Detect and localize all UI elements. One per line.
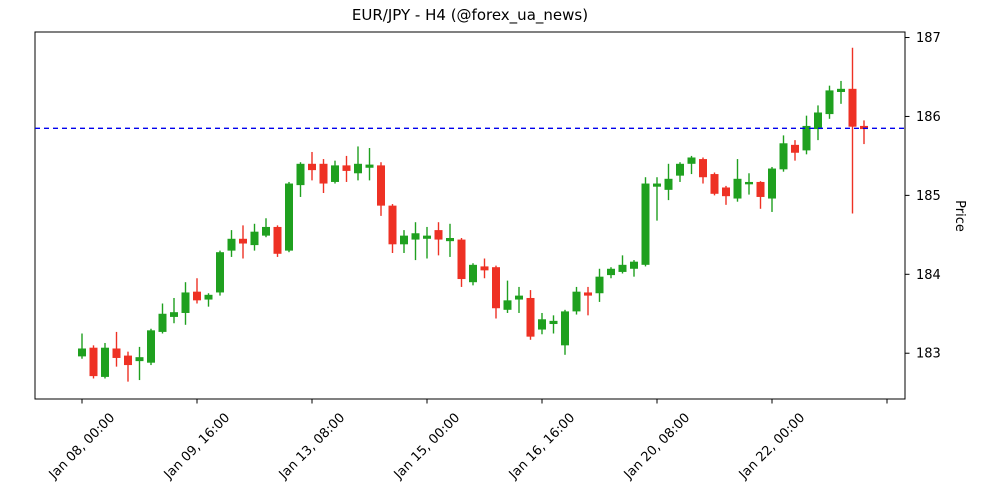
- candle-body-up: [411, 233, 420, 240]
- candle-body-down: [308, 163, 316, 171]
- candle-body-up: [331, 165, 339, 182]
- candle-body-up: [296, 163, 305, 186]
- candle-body-down: [710, 174, 719, 194]
- candle-body-down: [388, 205, 397, 245]
- candle-body-up: [733, 178, 742, 199]
- candle-body-down: [193, 291, 201, 301]
- candle-body-down: [526, 297, 535, 337]
- candle-body-up: [595, 276, 604, 294]
- candle-body-up: [170, 312, 178, 317]
- candle-body-up: [549, 320, 558, 325]
- y-tick-label: 184: [916, 268, 941, 283]
- candle-body-down: [239, 238, 247, 244]
- x-tick-label: Jan 15, 00:00: [391, 410, 463, 482]
- candle-body-up: [285, 183, 293, 251]
- y-tick-label: 185: [916, 189, 941, 204]
- candle-body-down: [89, 347, 98, 377]
- x-tick-label: Jan 16, 16:00: [506, 410, 578, 482]
- candle-body-down: [112, 348, 121, 358]
- candle-body-up: [216, 252, 224, 293]
- candle-body-up: [641, 183, 650, 265]
- x-tick-label: Jan 22, 00:00: [736, 410, 808, 482]
- candle-body-down: [377, 165, 385, 206]
- x-tick-label: Jan 08, 00:00: [46, 410, 118, 482]
- candle-body-down: [584, 292, 592, 296]
- candle-body-down: [791, 144, 799, 153]
- candle-body-up: [837, 88, 845, 92]
- candle-body-up: [572, 291, 581, 312]
- candle-body-up: [135, 357, 144, 362]
- candle-body-up: [400, 235, 408, 245]
- x-tick-label: Jan 20, 08:00: [621, 410, 693, 482]
- candle-body-up: [503, 300, 512, 310]
- candle-body-up: [204, 294, 213, 300]
- y-axis-label: Price: [952, 200, 967, 232]
- candle-body-down: [124, 355, 132, 366]
- candle-body-up: [768, 168, 776, 199]
- candle-body-up: [158, 313, 167, 332]
- candle-body-down: [434, 230, 443, 240]
- candle-body-up: [101, 347, 109, 377]
- candle-body-up: [802, 125, 811, 151]
- candle-body-up: [354, 163, 362, 174]
- candle-body-down: [342, 165, 351, 171]
- candle-body-up: [147, 330, 155, 363]
- candle-body-down: [319, 163, 328, 184]
- candle-body-up: [779, 143, 788, 170]
- y-tick-label: 183: [916, 347, 941, 362]
- candle-body-up: [676, 163, 684, 176]
- candle-body-up: [825, 90, 834, 115]
- candle-body-down: [480, 266, 489, 271]
- x-tick-label: Jan 13, 08:00: [276, 410, 348, 482]
- plot-border: [34, 31, 906, 400]
- candle-body-down: [457, 239, 466, 280]
- candle-body-up: [561, 311, 569, 346]
- candle-body-down: [492, 267, 500, 309]
- candle-body-up: [78, 348, 86, 357]
- candle-body-up: [653, 183, 661, 187]
- y-tick-label: 187: [916, 31, 941, 46]
- candle-body-up: [664, 178, 673, 190]
- candle-body-up: [538, 319, 546, 330]
- candle-body-up: [469, 264, 477, 283]
- candle-body-up: [607, 268, 615, 276]
- candle-body-down: [273, 226, 282, 254]
- candle-body-up: [814, 112, 822, 130]
- candle-body-down: [699, 159, 707, 178]
- candle-body-up: [618, 264, 627, 272]
- candle-body-up: [687, 157, 696, 164]
- candle-body-down: [756, 181, 765, 197]
- candle-body-up: [630, 261, 638, 269]
- candle-body-up: [262, 226, 270, 236]
- candle-body-up: [365, 164, 374, 168]
- candle-body-down: [848, 88, 857, 127]
- candle-body-up: [227, 238, 236, 251]
- candle-body-up: [423, 235, 431, 239]
- candle-body-up: [745, 181, 753, 185]
- chart-title: EUR/JPY - H4 (@forex_ua_news): [351, 6, 589, 24]
- candle-body-down: [722, 187, 730, 197]
- candle-body-down: [860, 125, 868, 130]
- y-tick-label: 186: [916, 110, 941, 125]
- candle-body-up: [250, 231, 259, 246]
- candle-body-up: [181, 292, 190, 313]
- x-tick-label: Jan 09, 16:00: [161, 410, 233, 482]
- candle-body-up: [515, 295, 523, 300]
- candle-body-up: [446, 237, 454, 242]
